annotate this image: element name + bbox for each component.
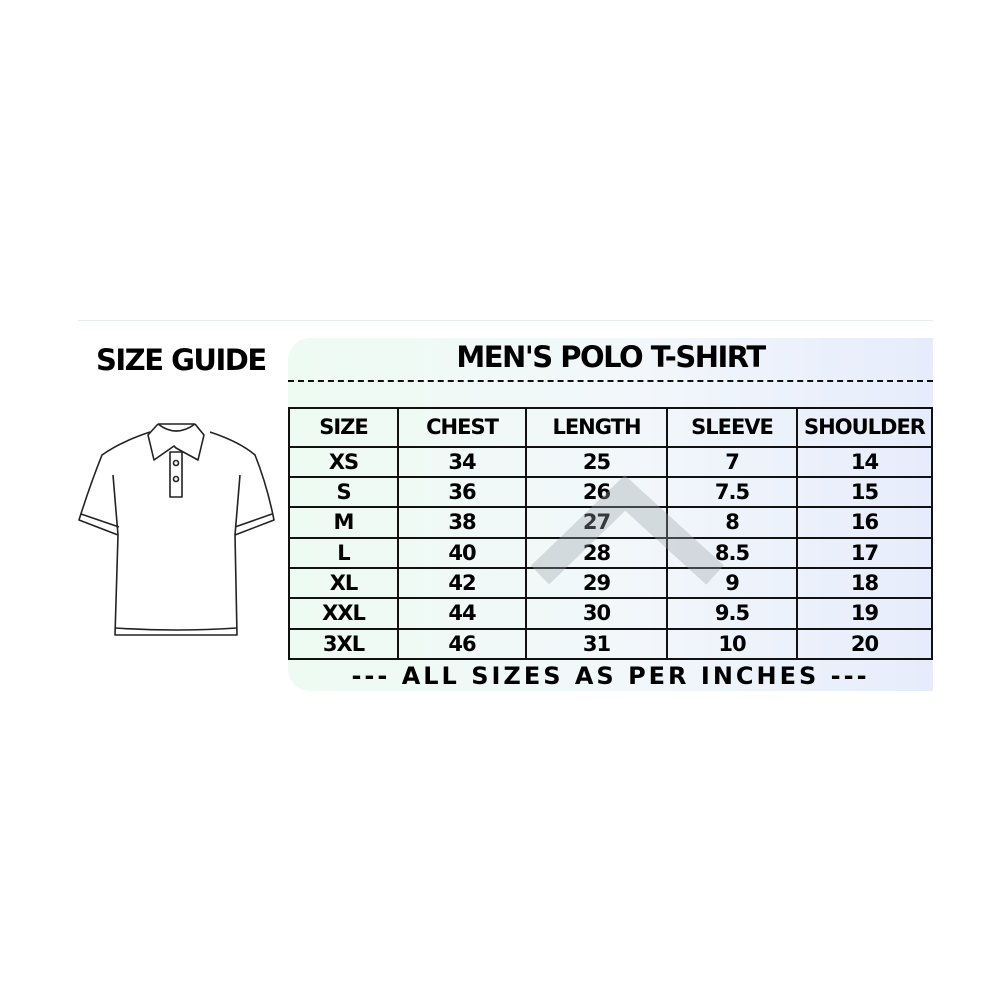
table-cell-size: M [288,506,399,539]
header-sleeve: SLEEVE [666,407,798,448]
table-cell-shoulder: 15 [796,475,933,509]
table-cell-chest: 34 [397,445,527,478]
table-cell-length: 29 [525,566,668,600]
table-cell-sleeve: 9 [666,566,798,600]
table-row: S 36 26 7.5 15 [288,475,933,509]
table-cell-shoulder: 18 [796,566,933,600]
table-cell-chest: 40 [397,536,527,569]
divider [78,320,933,321]
table-cell-shoulder: 19 [796,597,933,630]
table-cell-chest: 44 [397,597,527,630]
table-cell-chest: 42 [397,566,527,600]
table-cell-shoulder: 17 [796,536,933,569]
table-cell-length: 31 [525,627,668,661]
units-note: --- ALL SIZES AS PER INCHES --- [351,662,870,690]
table-row: M 38 27 8 16 [288,506,933,539]
table-cell-sleeve: 9.5 [666,597,798,630]
table-cell-size: S [288,475,399,509]
table-cell-size: L [288,536,399,569]
table-cell-shoulder: 16 [796,506,933,539]
header-chest: CHEST [397,407,527,448]
table-header-row: SIZE CHEST LENGTH SLEEVE SHOULDER [288,407,933,448]
table-cell-size: XS [288,445,399,478]
header-size: SIZE [288,407,399,448]
table-cell-sleeve: 10 [666,627,798,661]
table-cell-length: 30 [525,597,668,630]
table-cell-size: 3XL [288,627,399,661]
table-row: L 40 28 8.5 17 [288,536,933,569]
table-cell-length: 27 [525,506,668,539]
table-cell-chest: 46 [397,627,527,661]
table-cell-sleeve: 8 [666,506,798,539]
table-row: 3XL 46 31 10 20 [288,627,933,661]
table-cell-sleeve: 7 [666,445,798,478]
table-cell-size: XL [288,566,399,600]
size-guide-title: SIZE GUIDE [96,343,267,377]
table-cell-size: XXL [288,597,399,630]
table-cell-shoulder: 14 [796,445,933,478]
table-cell-length: 26 [525,475,668,509]
polo-shirt-illustration [78,423,275,636]
table-row: XL 42 29 9 18 [288,566,933,600]
table-cell-chest: 36 [397,475,527,509]
chart-title: MEN'S POLO T-SHIRT [456,340,766,374]
dashed-divider [288,380,933,382]
table-cell-chest: 38 [397,506,527,539]
table-row: XXL 44 30 9.5 19 [288,597,933,630]
table-row: XS 34 25 7 14 [288,445,933,478]
table-cell-length: 28 [525,536,668,569]
size-table: SIZE CHEST LENGTH SLEEVE SHOULDER XS 34 25… [288,407,933,661]
table-cell-shoulder: 20 [796,627,933,661]
table-cell-sleeve: 8.5 [666,536,798,569]
header-length: LENGTH [525,407,668,448]
header-shoulder: SHOULDER [796,407,933,448]
table-cell-length: 25 [525,445,668,478]
table-cell-sleeve: 7.5 [666,475,798,509]
